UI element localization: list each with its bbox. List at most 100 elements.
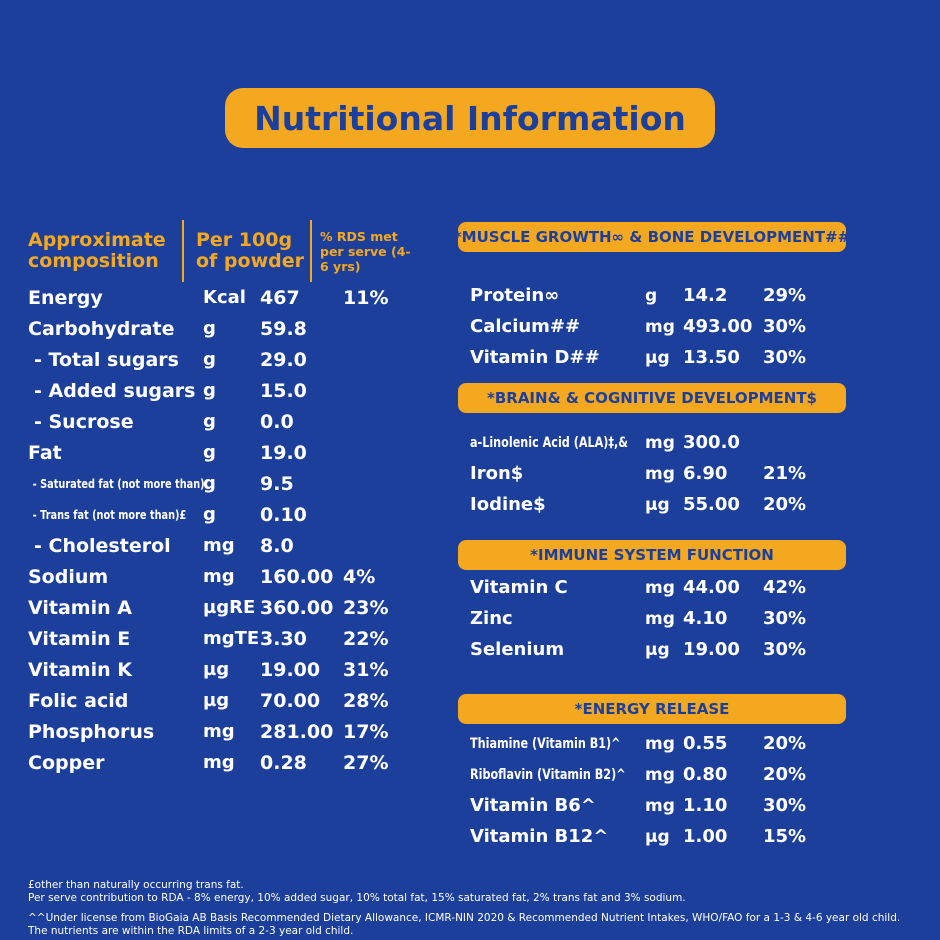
- nutrient-name: - Cholesterol: [34, 534, 171, 557]
- nutrient-value: 160.00: [260, 565, 334, 588]
- nutrient-value: 9.5: [260, 472, 294, 495]
- table-row-iodine: Iodine$ µg 55.00 20%: [470, 489, 846, 520]
- table-row-sucrose: - Sucrose g 0.0: [28, 406, 412, 437]
- nutrient-name: Fat: [28, 441, 62, 464]
- nutrient-rds: 31%: [343, 658, 389, 681]
- table-row-ala: a-Linolenic Acid (ALA)‡,& mg 300.0: [470, 427, 846, 458]
- nutrient-unit: g: [203, 442, 216, 463]
- nutrient-value: 0.80: [683, 764, 728, 785]
- section-title: *IMMUNE SYSTEM FUNCTION: [530, 546, 774, 564]
- table-row-carbohydrate: Carbohydrate g 59.8: [28, 313, 412, 344]
- table-row-sodium: Sodium mg 160.00 4%: [28, 561, 412, 592]
- section-title: *MUSCLE GROWTH∞ & BONE DEVELOPMENT##: [453, 228, 851, 246]
- nutrient-name: Carbohydrate: [28, 317, 175, 340]
- header-per-100g: Per 100g of powder: [182, 220, 310, 282]
- table-row-vitamin-a: Vitamin A µgRE 360.00 23%: [28, 592, 412, 623]
- section-banner-muscle-growth: *MUSCLE GROWTH∞ & BONE DEVELOPMENT##: [454, 222, 850, 252]
- table-row-vitamin-e: Vitamin E mgTE 3.30 22%: [28, 623, 412, 654]
- nutrient-value: 467: [260, 286, 300, 309]
- footnote-trans-fat: £other than naturally occurring trans fa…: [28, 879, 244, 891]
- nutrient-unit: mg: [645, 764, 675, 785]
- nutrient-unit: mg: [203, 566, 235, 587]
- nutrient-rds: 20%: [763, 733, 807, 754]
- nutrient-unit: µg: [203, 690, 230, 711]
- nutrient-unit: mg: [645, 432, 675, 453]
- nutrient-unit: mg: [645, 795, 675, 816]
- nutrient-name: Folic acid: [28, 689, 129, 712]
- footnote-license: ^^Under license from BioGaia AB Basis Re…: [28, 912, 901, 937]
- composition-table-header: Approximate composition Per 100g of powd…: [28, 220, 412, 282]
- table-row-energy: Energy Kcal 467 11%: [28, 282, 412, 313]
- nutrient-name: - Sucrose: [34, 410, 134, 433]
- nutrient-rds: 21%: [763, 463, 807, 484]
- section-rows-energy-release: Thiamine (Vitamin B1)^ mg 0.55 20% Ribof…: [458, 728, 846, 852]
- nutrient-unit: µg: [645, 347, 670, 368]
- nutrient-unit: mg: [645, 463, 675, 484]
- nutrient-value: 1.00: [683, 826, 728, 847]
- table-row-selenium: Selenium µg 19.00 30%: [470, 634, 846, 665]
- table-row-vitamin-b12: Vitamin B12^ µg 1.00 15%: [470, 821, 846, 852]
- nutrient-rds: 30%: [763, 639, 807, 660]
- nutrient-unit: g: [203, 349, 216, 370]
- table-row-trans-fat: - Trans fat (not more than)£ g 0.10: [28, 499, 412, 530]
- table-row-fat: Fat g 19.0: [28, 437, 412, 468]
- nutrient-name: Vitamin B12^: [470, 826, 609, 847]
- nutrient-rds: 17%: [343, 720, 389, 743]
- nutrient-unit: g: [203, 411, 216, 432]
- nutrient-value: 1.10: [683, 795, 728, 816]
- nutrient-value: 29.0: [260, 348, 307, 371]
- nutrient-unit: µg: [645, 494, 670, 515]
- nutrient-value: 0.10: [260, 503, 307, 526]
- section-title: *ENERGY RELEASE: [574, 700, 730, 718]
- nutrient-value: 0.0: [260, 410, 294, 433]
- table-row-calcium: Calcium## mg 493.00 30%: [470, 311, 846, 342]
- nutrient-value: 59.8: [260, 317, 307, 340]
- table-row-added-sugars: - Added sugars g 15.0: [28, 375, 412, 406]
- nutrient-unit: Kcal: [203, 287, 246, 308]
- table-row-cholesterol: - Cholesterol mg 8.0: [28, 530, 412, 561]
- nutrient-unit: mgTE: [203, 628, 260, 649]
- nutrient-unit: mg: [645, 608, 675, 629]
- nutrient-rds: 23%: [343, 596, 389, 619]
- nutrient-unit: g: [203, 473, 216, 494]
- title-banner: Nutritional Information: [225, 88, 715, 148]
- nutrient-name: Energy: [28, 286, 103, 309]
- nutrient-name: Zinc: [470, 608, 513, 629]
- header-approximate-composition: Approximate composition: [28, 228, 166, 272]
- nutrient-rds: 4%: [343, 565, 376, 588]
- section-title: *BRAIN& & COGNITIVE DEVELOPMENT$: [487, 389, 817, 407]
- nutrient-name: Vitamin C: [470, 577, 568, 598]
- table-row-copper: Copper mg 0.28 27%: [28, 747, 412, 778]
- nutrient-unit: g: [645, 285, 658, 306]
- nutrient-rds: 27%: [343, 751, 389, 774]
- composition-rows: Energy Kcal 467 11% Carbohydrate g 59.8 …: [28, 282, 412, 778]
- table-row-thiamine: Thiamine (Vitamin B1)^ mg 0.55 20%: [470, 728, 846, 759]
- nutrient-value: 70.00: [260, 689, 321, 712]
- table-row-vitamin-c: Vitamin C mg 44.00 42%: [470, 572, 846, 603]
- nutrient-name: Vitamin D##: [470, 347, 600, 368]
- nutrient-name: Phosphorus: [28, 720, 155, 743]
- nutrient-value: 3.30: [260, 627, 307, 650]
- nutrient-name: Vitamin K: [28, 658, 132, 681]
- nutrient-unit: µgRE: [203, 597, 256, 618]
- footnote-per-serve-rda: Per serve contribution to RDA - 8% energ…: [28, 892, 686, 904]
- section-banner-brain-cognitive: *BRAIN& & COGNITIVE DEVELOPMENT$: [458, 383, 846, 413]
- footnotes: £other than naturally occurring trans fa…: [28, 879, 918, 938]
- header-rds-met: % RDS met per serve (4-6 yrs): [310, 220, 412, 282]
- table-row-vitamin-b6: Vitamin B6^ mg 1.10 30%: [470, 790, 846, 821]
- nutrient-name: - Total sugars: [34, 348, 179, 371]
- nutrient-value: 0.28: [260, 751, 307, 774]
- section-rows-brain-cognitive: a-Linolenic Acid (ALA)‡,& mg 300.0 Iron$…: [458, 427, 846, 520]
- table-row-protein: Protein∞ g 14.2 29%: [470, 280, 846, 311]
- table-row-folic-acid: Folic acid µg 70.00 28%: [28, 685, 412, 716]
- nutrient-value: 13.50: [683, 347, 740, 368]
- nutrient-name: Copper: [28, 751, 105, 774]
- nutrient-rds: 15%: [763, 826, 807, 847]
- nutrient-value: 8.0: [260, 534, 294, 557]
- nutrient-value: 493.00: [683, 316, 753, 337]
- nutrient-value: 6.90: [683, 463, 728, 484]
- table-row-vitamin-k: Vitamin K µg 19.00 31%: [28, 654, 412, 685]
- nutrient-rds: 28%: [343, 689, 389, 712]
- nutrient-unit: g: [203, 504, 216, 525]
